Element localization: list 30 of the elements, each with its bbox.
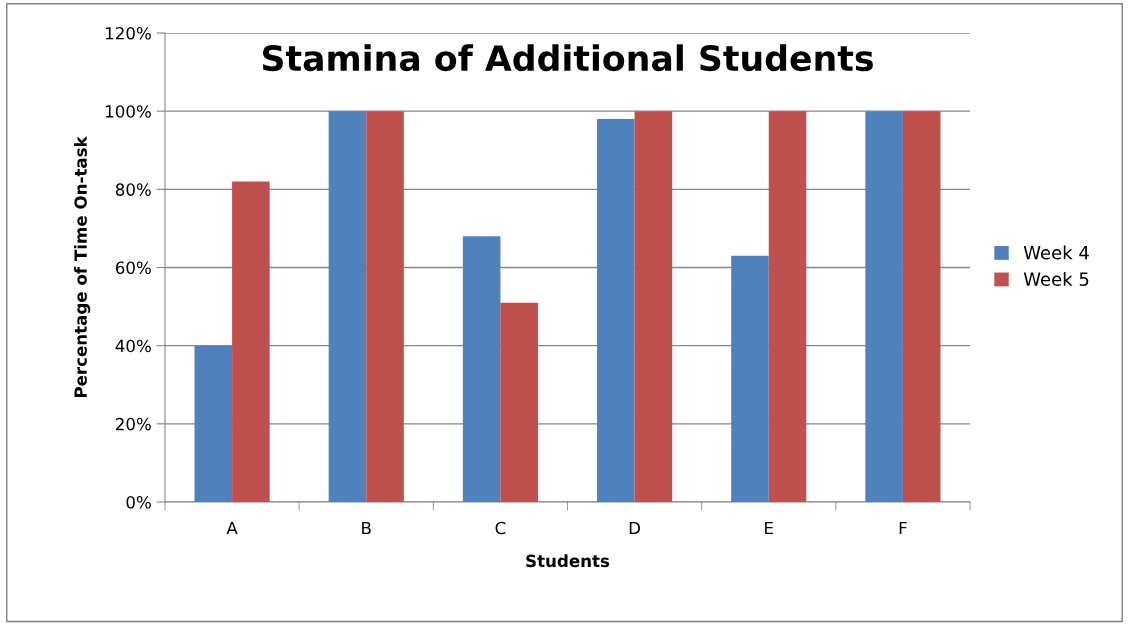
y-tick-label: 100% <box>105 105 151 118</box>
x-tick-label: F <box>899 521 907 535</box>
x-tick-label: E <box>765 521 773 535</box>
y-tick-label: 60% <box>115 261 151 275</box>
y-axis-title: Percentage of Time On-task <box>74 136 91 398</box>
y-tick-label: 80% <box>115 183 151 196</box>
bar <box>597 118 635 502</box>
bar <box>768 111 807 502</box>
bar <box>232 181 270 502</box>
y-tick-label: 40% <box>115 339 151 353</box>
x-tick-label: C <box>495 521 506 535</box>
chart-title: Stamina of Additional Students <box>262 44 873 72</box>
bar <box>634 111 673 502</box>
bar <box>328 111 367 502</box>
bar <box>194 345 233 502</box>
y-tick-label: 20% <box>115 417 151 431</box>
bar <box>731 255 769 502</box>
legend-label: Week 5 <box>1023 272 1089 286</box>
bar <box>500 302 538 502</box>
x-axis-title: Students <box>526 554 610 568</box>
x-tick-label: D <box>629 521 641 535</box>
bar <box>462 236 501 502</box>
y-tick-label: 120% <box>105 26 151 40</box>
bar <box>366 111 404 502</box>
bar <box>865 111 903 502</box>
x-tick-label: A <box>226 521 238 535</box>
bar <box>902 111 941 502</box>
x-tick-label: B <box>362 521 371 535</box>
legend-label: Week 4 <box>1023 245 1089 260</box>
y-tick-label: 0% <box>126 495 151 509</box>
